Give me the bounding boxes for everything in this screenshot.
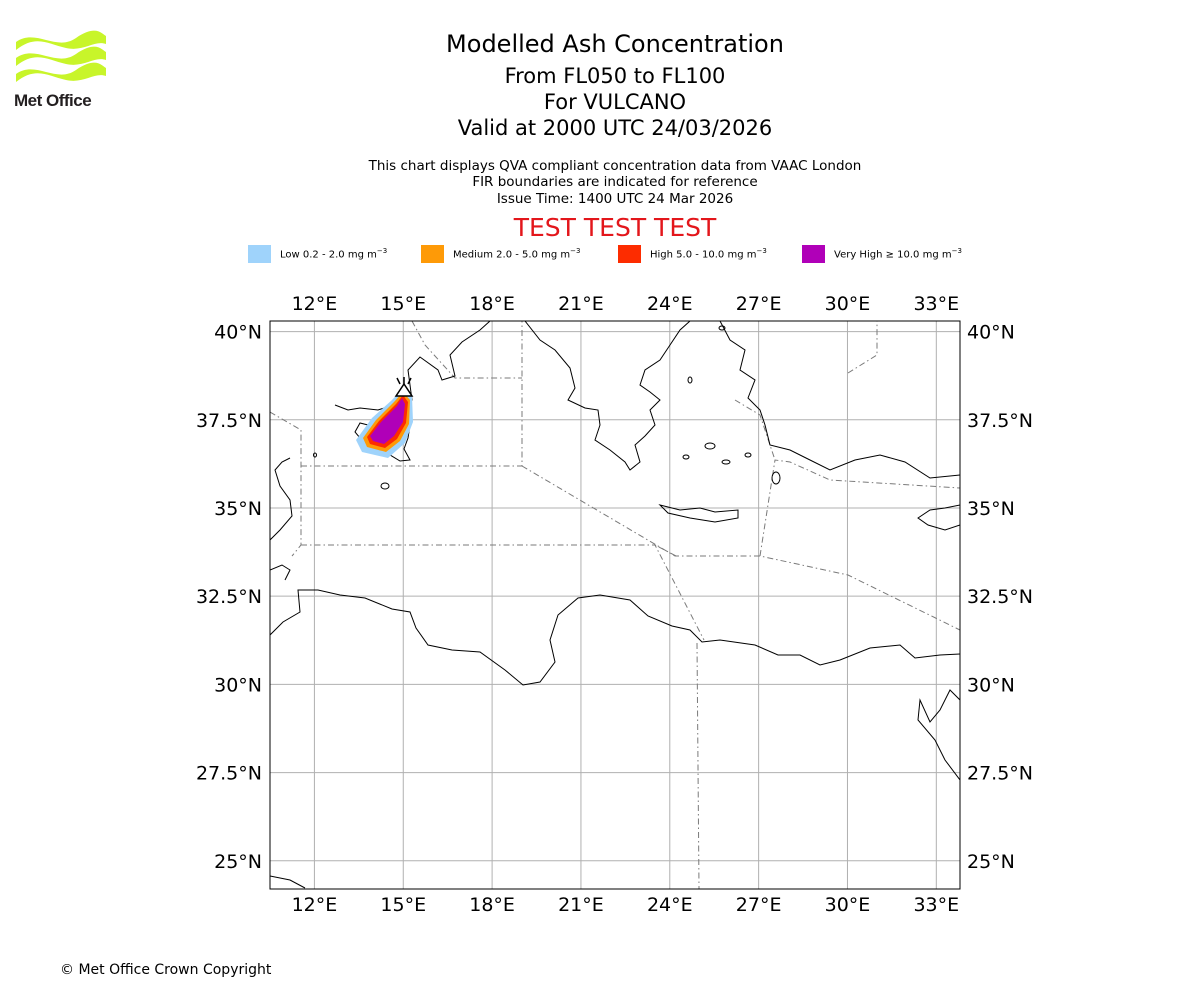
axis-labels: 12°E 12°E 15°E 15°E 18°E 18°E 21°E 21°E 24°E 24°E… (196, 293, 1033, 916)
coastline (270, 875, 306, 889)
island (771, 471, 781, 485)
coastline-crete (658, 504, 739, 523)
lat-tick-left: 40°N (214, 322, 262, 344)
valid-time: Valid at 2000 UTC 24/03/2026 (457, 116, 773, 140)
coastline-levant (917, 689, 960, 781)
logo-wordmark: Met Office (14, 91, 92, 110)
met-office-waves-icon (16, 30, 106, 82)
lat-tick-right: 25°N (967, 851, 1015, 873)
island (687, 376, 693, 384)
legend-swatch-high (618, 245, 641, 263)
lon-tick-top: 27°E (736, 293, 782, 315)
lat-tick-right: 32.5°N (967, 586, 1033, 608)
legend-swatch-low (248, 245, 271, 263)
island (704, 442, 716, 450)
volcano-plume (396, 377, 412, 385)
island (744, 452, 752, 458)
coastline-cyprus (917, 504, 960, 531)
lon-tick-bottom: 12°E (292, 894, 338, 916)
island (682, 454, 690, 460)
legend-item-low: Low 0.2 - 2.0 mg m−3 (248, 244, 387, 264)
fir-boundaries (270, 321, 960, 889)
volcano-icon (394, 377, 414, 397)
lon-tick-bottom: 24°E (647, 894, 693, 916)
legend-unit-very-high: −3 (951, 247, 962, 256)
fir-boundary-line (270, 411, 302, 557)
legend-swatch-medium (421, 245, 444, 263)
ash-cloud (356, 388, 413, 458)
fir-boundary-line (734, 399, 776, 461)
island (313, 452, 317, 458)
graticule (270, 321, 960, 889)
island (380, 482, 390, 490)
legend-unit-low: −3 (376, 247, 388, 256)
legend-label-low: Low 0.2 - 2.0 mg m (280, 249, 377, 261)
island (721, 459, 731, 465)
islands (313, 325, 781, 490)
fir-boundary-line (411, 321, 522, 379)
lon-tick-bottom: 33°E (913, 894, 959, 916)
lon-tick-bottom: 27°E (736, 894, 782, 916)
lon-tick-top: 30°E (825, 293, 871, 315)
fir-boundary-line (759, 459, 960, 557)
lat-tick-right: 37.5°N (967, 410, 1033, 432)
fir-boundary-line (696, 642, 700, 889)
legend-label-high: High 5.0 - 10.0 mg m (650, 249, 757, 261)
map-frame-bg (270, 321, 960, 889)
lon-tick-bottom: 18°E (469, 894, 515, 916)
lat-tick-right: 30°N (967, 674, 1015, 696)
fir-boundary-line (521, 465, 960, 631)
fir-note: FIR boundaries are indicated for referen… (472, 174, 758, 190)
map-frame (269, 320, 961, 890)
island (718, 325, 726, 331)
lon-tick-top: 33°E (913, 293, 959, 315)
issue-time: Issue Time: 1400 UTC 24 Mar 2026 (496, 191, 734, 207)
fir-boundary-line (654, 544, 677, 557)
fir-boundary-line (847, 321, 878, 374)
coastline (270, 564, 291, 581)
legend-item-medium: Medium 2.0 - 5.0 mg m−3 (421, 244, 580, 264)
lat-tick-left: 25°N (214, 851, 262, 873)
lat-tick-right: 27.5°N (967, 763, 1033, 785)
lat-tick-left: 27.5°N (196, 763, 262, 785)
ash-very-high (370, 398, 405, 444)
test-banner: TEST TEST TEST (513, 213, 717, 242)
legend-swatch-very-high (802, 245, 825, 263)
lon-tick-top: 12°E (292, 293, 338, 315)
coastlines (270, 321, 960, 889)
chart-title: Modelled Ash Concentration (446, 30, 784, 58)
lat-tick-right: 35°N (967, 498, 1015, 520)
lon-tick-top: 24°E (647, 293, 693, 315)
qva-note: This chart displays QVA compliant concen… (368, 158, 862, 174)
legend-unit-medium: −3 (570, 247, 581, 256)
legend-label-medium: Medium 2.0 - 5.0 mg m (453, 249, 571, 261)
basemap (270, 321, 960, 889)
coastline (270, 589, 960, 686)
lon-tick-top: 18°E (469, 293, 515, 315)
coastline-greece (524, 321, 691, 471)
coastline-turkey (719, 321, 960, 479)
volcano-cone (394, 382, 414, 397)
met-office-logo: Met Office (14, 30, 110, 112)
volcano-name: For VULCANO (543, 90, 687, 114)
coastline (270, 457, 293, 541)
legend-unit-high: −3 (756, 247, 767, 256)
lat-tick-left: 32.5°N (196, 586, 262, 608)
legend-label-very-high: Very High ≥ 10.0 mg m (834, 249, 952, 261)
lat-tick-left: 35°N (214, 498, 262, 520)
lon-tick-bottom: 30°E (825, 894, 871, 916)
lon-tick-bottom: 21°E (558, 894, 604, 916)
lon-tick-top: 21°E (558, 293, 604, 315)
lon-tick-top: 15°E (380, 293, 426, 315)
level-range: From FL050 to FL100 (504, 64, 726, 88)
legend-item-high: High 5.0 - 10.0 mg m−3 (618, 244, 767, 264)
lat-tick-left: 30°N (214, 674, 262, 696)
lon-tick-bottom: 15°E (380, 894, 426, 916)
legend-item-very-high: Very High ≥ 10.0 mg m−3 (802, 244, 962, 264)
lat-tick-left: 37.5°N (196, 410, 262, 432)
lat-tick-right: 40°N (967, 322, 1015, 344)
copyright: © Met Office Crown Copyright (60, 962, 272, 978)
